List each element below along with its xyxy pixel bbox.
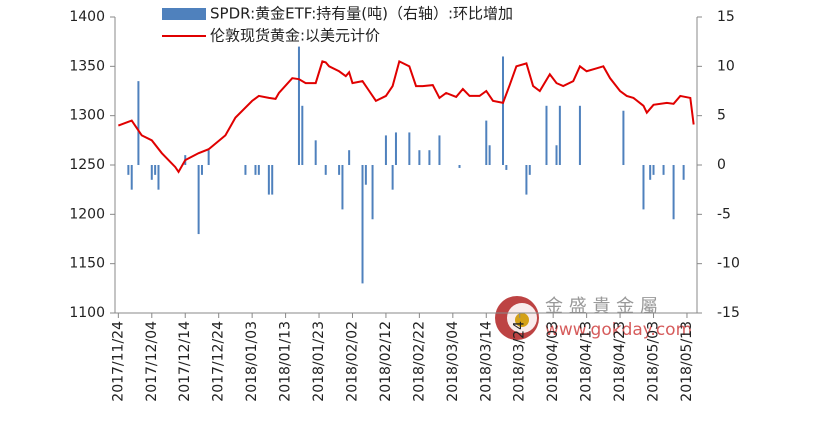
- bar: [502, 56, 504, 165]
- x-tick-label: 2017/12/14: [177, 321, 193, 402]
- y-tick-label: 1400: [69, 9, 105, 25]
- bar: [200, 165, 203, 175]
- bar: [324, 165, 327, 175]
- x-tick-label: 2018/05/03: [646, 321, 662, 402]
- bar: [197, 165, 200, 235]
- bar: [672, 165, 675, 220]
- y2-tick-label: 0: [717, 157, 726, 173]
- bar: [267, 165, 270, 195]
- bar: [254, 165, 257, 175]
- watermark-brand: 金 盛 貴 金 屬: [545, 296, 658, 317]
- x-tick-label: 2018/03/24: [512, 321, 528, 402]
- y-tick-label: 1350: [69, 58, 105, 74]
- watermark-url: www.gokday.com: [545, 320, 692, 340]
- bar: [649, 165, 652, 180]
- x-tick-label: 2018/04/03: [545, 321, 561, 402]
- bar: [348, 150, 351, 165]
- y2-tick-label: -5: [717, 206, 731, 222]
- y-tick-label: 1300: [69, 108, 105, 124]
- x-tick-label: 2017/12/24: [211, 321, 227, 402]
- x-tick-label: 2018/01/23: [311, 321, 327, 402]
- bar: [391, 165, 394, 190]
- bar: [301, 105, 304, 165]
- bar: [555, 145, 558, 165]
- bar: [394, 132, 397, 165]
- y2-tick-label: 15: [717, 9, 735, 25]
- price-line: [117, 59, 695, 174]
- legend-label: SPDR:黄金ETF:持有量(吨)（右轴）:环比增加: [210, 5, 513, 23]
- bar: [137, 81, 140, 165]
- x-tick-label: 2017/11/24: [110, 321, 126, 402]
- bar: [271, 165, 274, 195]
- y-tick-label: 1100: [69, 305, 105, 321]
- x-tick-label: 2018/02/02: [344, 321, 360, 402]
- y-tick-label: 1250: [69, 157, 105, 173]
- y2-tick-label: 10: [717, 58, 735, 74]
- bar: [341, 165, 344, 210]
- bar: [662, 165, 665, 175]
- bar: [257, 165, 260, 175]
- x-tick-label: 2018/01/03: [244, 321, 260, 402]
- x-tick-label: 2018/03/04: [445, 321, 461, 402]
- bar: [525, 165, 528, 195]
- bar: [408, 132, 411, 165]
- bar: [642, 165, 645, 210]
- bar: [154, 165, 157, 175]
- x-tick-label: 2018/04/13: [579, 321, 595, 402]
- y-tick-label: 1150: [69, 256, 105, 272]
- bar: [558, 105, 561, 165]
- x-tick-label: 2018/03/14: [478, 321, 494, 402]
- bar: [488, 145, 491, 165]
- bar: [244, 165, 247, 175]
- bar: [364, 165, 367, 185]
- y2-tick-label: -15: [717, 305, 740, 321]
- bar: [207, 150, 210, 165]
- x-tick-label: 2017/12/04: [144, 321, 160, 402]
- watermark-logo-coin: [515, 313, 529, 327]
- bar: [505, 165, 508, 170]
- bar: [528, 165, 531, 175]
- bar: [622, 110, 625, 165]
- bar: [458, 165, 461, 168]
- bar: [384, 135, 387, 165]
- legend-label: 伦敦现货黄金:以美元计价: [210, 27, 380, 45]
- bar: [297, 46, 300, 165]
- x-tick-label: 2018/02/12: [378, 321, 394, 402]
- bar: [545, 105, 548, 165]
- bar: [428, 150, 431, 165]
- bar: [418, 150, 421, 165]
- y2-tick-label: -10: [717, 256, 740, 272]
- legend-swatch: [162, 8, 206, 20]
- bar: [652, 165, 655, 175]
- x-tick-label: 2018/01/13: [278, 321, 294, 402]
- bar: [578, 105, 581, 165]
- x-tick-label: 2018/02/22: [411, 321, 427, 402]
- bar: [130, 165, 133, 190]
- bar: [438, 135, 441, 165]
- x-tick-label: 2018/04/23: [612, 321, 628, 402]
- bar: [361, 165, 364, 284]
- bar: [314, 140, 317, 165]
- y2-tick-label: 5: [717, 108, 726, 124]
- bar: [682, 165, 685, 180]
- x-tick-label: 2018/05/13: [679, 321, 695, 402]
- bar: [338, 165, 341, 175]
- bar: [127, 165, 130, 175]
- y-tick-label: 1200: [69, 206, 105, 222]
- bar: [150, 165, 153, 180]
- bar: [485, 120, 488, 165]
- bar: [157, 165, 160, 190]
- bar: [371, 165, 374, 220]
